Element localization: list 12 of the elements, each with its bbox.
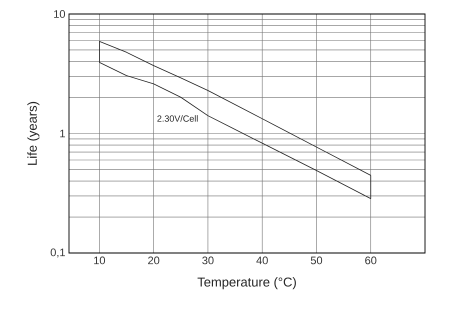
x-tick-label: 30 (202, 256, 214, 264)
y-axis-title: Life (years) (27, 102, 40, 165)
x-tick-label: 40 (256, 256, 268, 264)
y-tick-label: 10 (54, 10, 66, 18)
y-tick-label: 1 (60, 130, 65, 138)
x-tick-label: 10 (94, 256, 106, 264)
annotation: 2.30V/Cell (157, 115, 198, 122)
x-tick-label: 20 (148, 256, 160, 264)
x-tick-label: 50 (310, 256, 322, 264)
y-tick-label: 0,1 (50, 248, 65, 258)
x-axis-title: Temperature (°C) (198, 277, 296, 290)
x-tick-label: 60 (365, 256, 376, 264)
